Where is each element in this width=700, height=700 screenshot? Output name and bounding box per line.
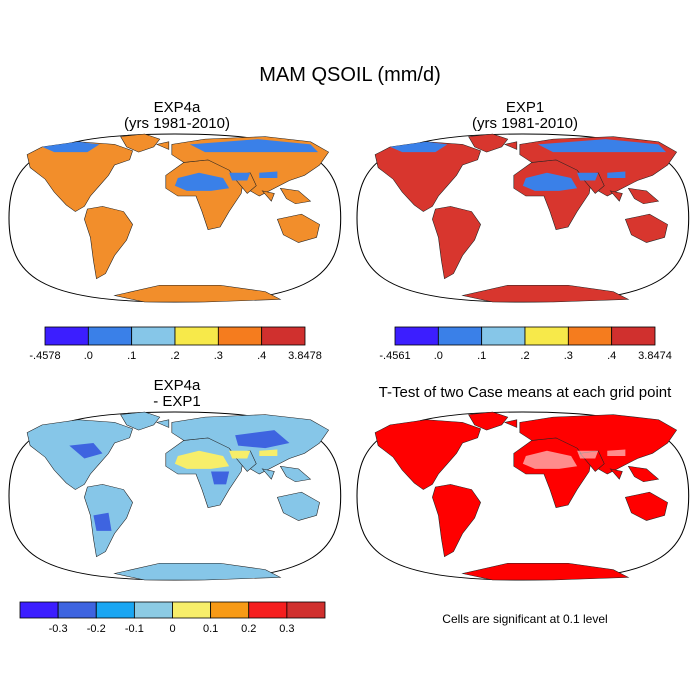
colorbar-box <box>19 601 59 619</box>
colorbar-box <box>172 601 212 619</box>
colorbar-exp4a: -.4578 .0 .1 .2 .3 .4 3.8478 <box>29 326 322 362</box>
map-difference <box>8 411 342 581</box>
colorbar-label: -.4578 <box>29 350 60 362</box>
panel-title-line2: - EXP1 <box>153 393 201 410</box>
panel-title-line1: EXP4a <box>153 99 201 116</box>
panel-title-line1: EXP1 <box>505 99 545 116</box>
colorbar-box <box>481 326 526 346</box>
colorbar-label: .0 <box>84 350 93 362</box>
colorbar-box <box>286 601 326 619</box>
colorbar-label: -0.2 <box>87 623 106 635</box>
colorbar-label: .1 <box>477 350 486 362</box>
colorbar-label: .2 <box>170 350 179 362</box>
colorbar-label: -.4561 <box>379 350 410 362</box>
colorbar-box <box>95 601 135 619</box>
main-title: MAM QSOIL (mm/d) <box>259 64 441 86</box>
panel-title-line1: EXP4a <box>153 377 201 394</box>
colorbar-box <box>57 601 97 619</box>
map-exp1 <box>356 133 690 303</box>
colorbar-label: 0.3 <box>279 623 294 635</box>
colorbar-box <box>394 326 439 346</box>
panel-title-ttest: T-Test of two Case means at each grid po… <box>378 384 672 401</box>
colorbar-box <box>217 326 263 346</box>
colorbar-label: .4 <box>607 350 616 362</box>
colorbar-box <box>131 326 176 346</box>
colorbar-box <box>524 326 569 346</box>
colorbar-label: .2 <box>520 350 529 362</box>
panel-title-exp4a: EXP4a (yrs 1981-2010) <box>57 100 297 132</box>
colorbar-label: 0.1 <box>203 623 218 635</box>
colorbar-label: 0 <box>169 623 175 635</box>
colorbar-label: 3.8474 <box>638 350 672 362</box>
colorbar-box <box>210 601 250 619</box>
panel-title-exp1: EXP1 (yrs 1981-2010) <box>405 100 645 132</box>
colorbar-box <box>248 601 288 619</box>
colorbar-label: .4 <box>257 350 266 362</box>
colorbar-box <box>261 326 306 346</box>
significance-note: Cells are significant at 0.1 level <box>442 612 608 626</box>
map-ttest <box>356 411 690 581</box>
colorbar-box <box>567 326 613 346</box>
colorbar-label: .3 <box>214 350 223 362</box>
colorbar-difference: -0.3 -0.2 -0.1 0 0.1 0.2 0.3 <box>19 601 326 635</box>
colorbar-label: .0 <box>434 350 443 362</box>
colorbar-exp1: -.4561 .0 .1 .2 .3 .4 3.8474 <box>379 326 672 362</box>
colorbar-box <box>133 601 173 619</box>
colorbar-label: .1 <box>127 350 136 362</box>
colorbar-box <box>44 326 89 346</box>
panel-title-line2: (yrs 1981-2010) <box>124 115 230 132</box>
colorbar-box <box>174 326 219 346</box>
panel-title-line2: (yrs 1981-2010) <box>472 115 578 132</box>
colorbar-label: 0.2 <box>241 623 256 635</box>
colorbar-label: -0.1 <box>125 623 144 635</box>
colorbar-box <box>437 326 483 346</box>
colorbar-label: 3.8478 <box>288 350 322 362</box>
colorbar-label: .3 <box>564 350 573 362</box>
colorbar-box <box>611 326 656 346</box>
colorbar-label: -0.3 <box>49 623 68 635</box>
panel-title-difference: EXP4a - EXP1 <box>57 378 297 410</box>
colorbar-box <box>87 326 133 346</box>
map-exp4a <box>8 133 342 303</box>
